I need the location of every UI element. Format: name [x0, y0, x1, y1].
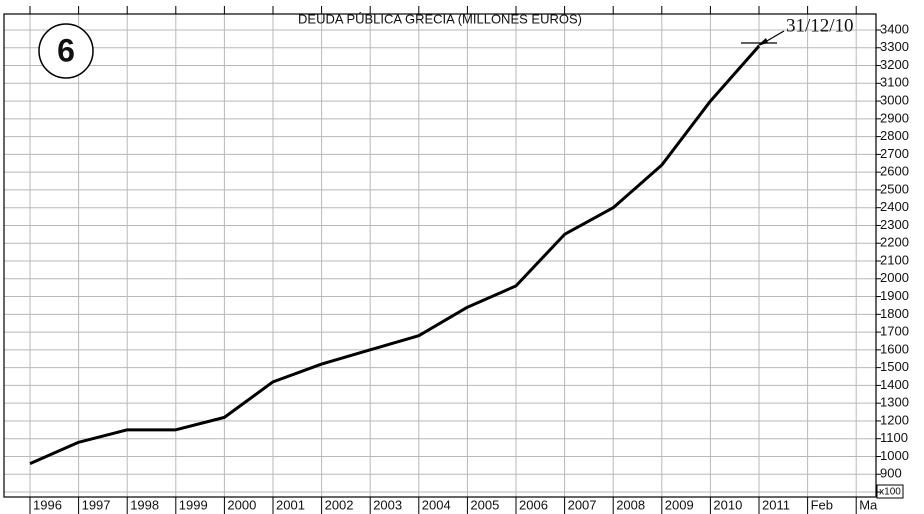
x-tick-label: 2008 [616, 497, 645, 512]
y-tick-label: 1700 [880, 324, 909, 339]
y-tick-label: 3300 [880, 39, 909, 54]
y-tick-label: 1300 [880, 395, 909, 410]
x-tick-label: 1996 [33, 497, 62, 512]
x-tick-label: 2010 [713, 497, 742, 512]
y-tick-label: 3400 [880, 21, 909, 36]
chart-title: DEUDA PÚBLICA GRECIA (MILLONES EUROS) [298, 11, 582, 26]
y-tick-label: 2800 [880, 128, 909, 143]
y-tick-label: 1200 [880, 412, 909, 427]
y-tick-label: 900 [880, 466, 902, 481]
y-tick-label: 2900 [880, 110, 909, 125]
x-tick-label: 2004 [422, 497, 451, 512]
x-tick-label: 1999 [179, 497, 208, 512]
x-tick-label: 2003 [373, 497, 402, 512]
x-tick-label: Ma [859, 497, 878, 512]
scale-note: x100 [879, 487, 901, 498]
y-tick-label: 3000 [880, 93, 909, 108]
x-tick-label: 2011 [762, 497, 790, 512]
x-tick-label: 2007 [568, 497, 597, 512]
badge: 6 [57, 32, 75, 68]
y-tick-label: 3100 [880, 75, 909, 90]
y-tick-label: 2600 [880, 164, 909, 179]
y-tick-label: 1900 [880, 288, 909, 303]
badge-circle [38, 23, 94, 79]
x-tick-label: Feb [811, 497, 833, 512]
line-series [29, 44, 761, 465]
y-tick-label: 1800 [880, 306, 909, 321]
y-tick-label: 1000 [880, 448, 909, 463]
x-tick-label: 1997 [82, 497, 111, 512]
x-tick-label: 2006 [519, 497, 548, 512]
x-tick-label: 2005 [470, 497, 499, 512]
x-tick-label: 2009 [665, 497, 694, 512]
y-tick-label: 2700 [880, 146, 909, 161]
plot-frame [3, 13, 877, 498]
y-tick-label: 2000 [880, 270, 909, 285]
x-tick-label: 2000 [227, 497, 256, 512]
arrow-head [757, 38, 768, 46]
y-tick-label: 3200 [880, 57, 909, 72]
y-tick-label: 2500 [880, 181, 909, 196]
y-tick-label: 2200 [880, 235, 909, 250]
y-tick-label: 1100 [880, 430, 908, 445]
y-tick-label: 1500 [880, 359, 909, 374]
y-tick-label: 2300 [880, 217, 909, 232]
y-tick-label: 2400 [880, 199, 909, 214]
x-tick-label: 2002 [325, 497, 354, 512]
x-tick-label: 2001 [276, 497, 305, 512]
y-tick-label: 1600 [880, 341, 909, 356]
annotation: 31/12/10 [786, 15, 854, 36]
x-tick-label: 1998 [130, 497, 159, 512]
y-tick-label: 1400 [880, 377, 909, 392]
scale-note-box [876, 484, 904, 499]
y-tick-label: 2100 [880, 252, 909, 267]
